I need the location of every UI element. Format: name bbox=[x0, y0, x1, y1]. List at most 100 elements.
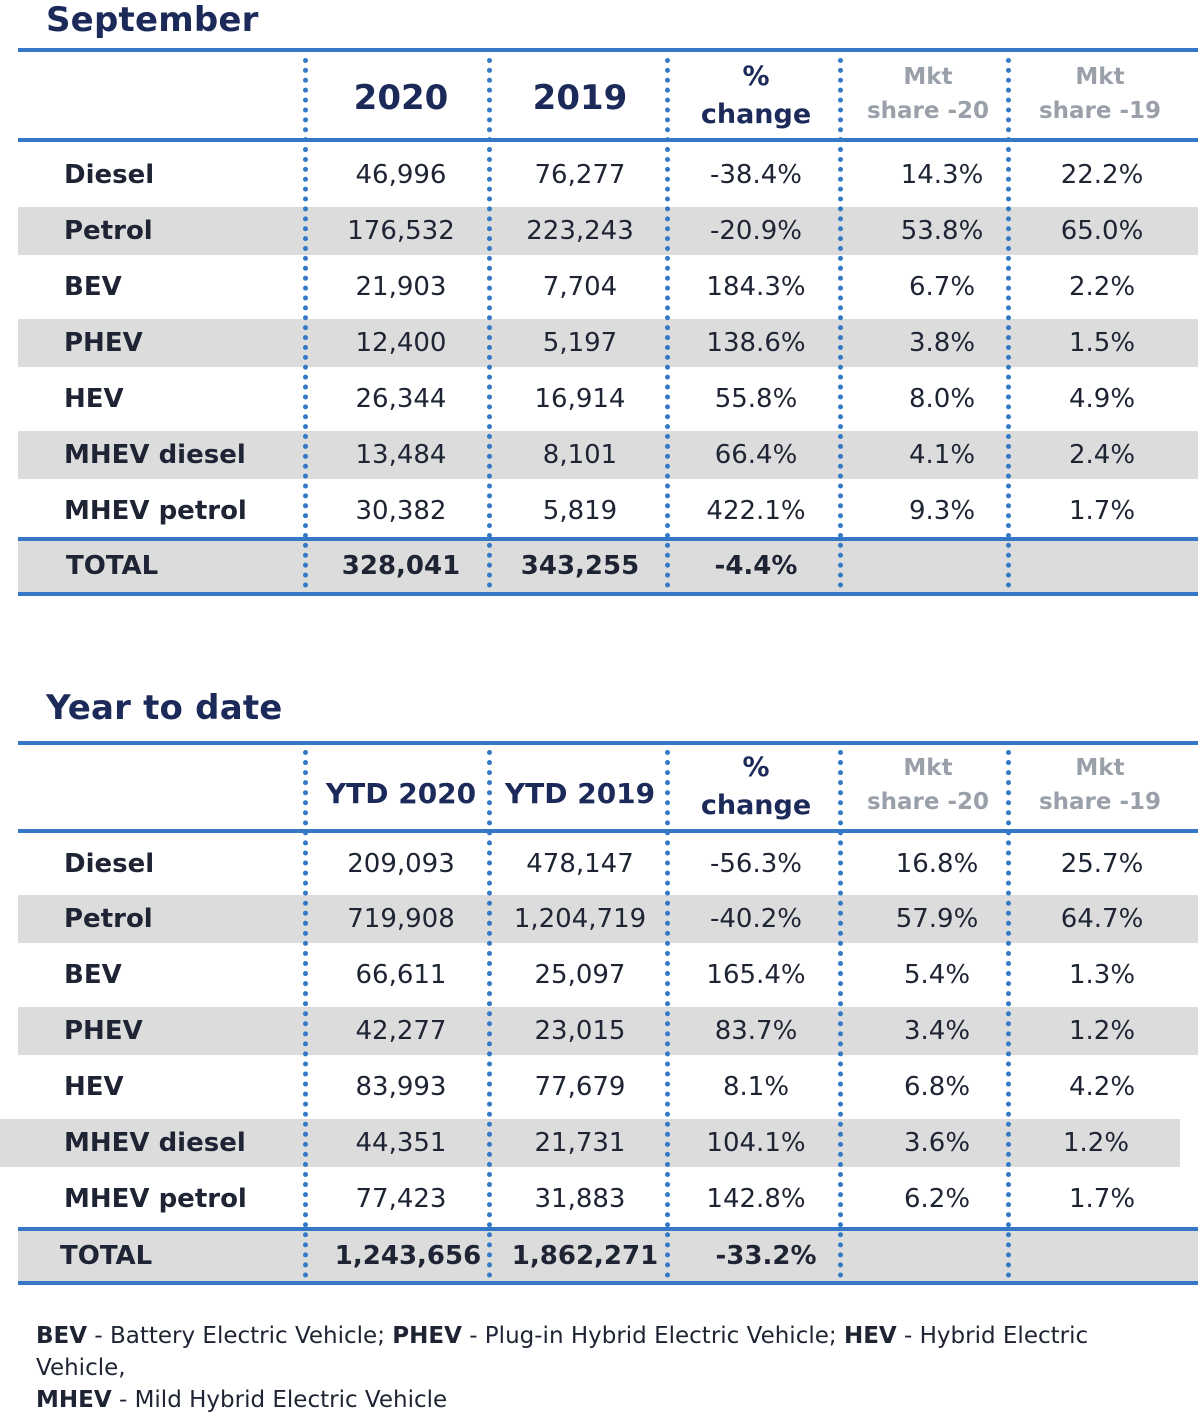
column-divider bbox=[303, 750, 308, 1278]
column-divider bbox=[1006, 58, 1011, 588]
header-year-1: YTD 2020 bbox=[325, 777, 477, 810]
table-row: BEV 66,611 25,097 165.4% 5.4% 1.3% bbox=[18, 951, 1198, 999]
header-pct-line1: % bbox=[742, 752, 770, 783]
def-mhev: - Mild Hybrid Electric Vehicle bbox=[111, 1387, 448, 1413]
header-mkt-share-19: Mkt share -19 bbox=[1012, 751, 1188, 819]
total-label: TOTAL bbox=[60, 1241, 153, 1271]
header-mkt2-line1: Mkt bbox=[1075, 755, 1125, 781]
row-label: MHEV diesel bbox=[64, 1128, 246, 1158]
cell-value-1: 21,903 bbox=[355, 272, 447, 302]
cell-mkt-share-2: 4.2% bbox=[1068, 1072, 1136, 1102]
row-label: HEV bbox=[64, 384, 124, 414]
abbreviations-footnote: BEV - Battery Electric Vehicle; PHEV - P… bbox=[36, 1320, 1176, 1416]
total-pct-change: -4.4% bbox=[714, 551, 798, 581]
september-section: September 2020 2019 % change Mkt share -… bbox=[18, 0, 1198, 600]
column-divider bbox=[1006, 750, 1011, 1278]
header-mkt-share-20: Mkt share -20 bbox=[844, 60, 1012, 128]
cell-value-1: 30,382 bbox=[355, 496, 447, 526]
cell-pct-change: 165.4% bbox=[706, 960, 806, 990]
header-mkt2-line1: Mkt bbox=[1075, 64, 1125, 90]
cell-pct-change: 83.7% bbox=[714, 1016, 798, 1046]
bottom-rule bbox=[18, 1281, 1198, 1285]
total-value-1: 1,243,656 bbox=[334, 1241, 482, 1271]
def-phev: - Plug-in Hybrid Electric Vehicle; bbox=[461, 1323, 844, 1349]
abbr-phev: PHEV bbox=[392, 1323, 462, 1349]
table-row: HEV 26,344 16,914 55.8% 8.0% 4.9% bbox=[18, 375, 1198, 423]
cell-value-2: 25,097 bbox=[534, 960, 626, 990]
table-row: Diesel 46,996 76,277 -38.4% 14.3% 22.2% bbox=[18, 151, 1198, 199]
table-row: Petrol 176,532 223,243 -20.9% 53.8% 65.0… bbox=[18, 207, 1198, 255]
cell-mkt-share-1: 5.4% bbox=[903, 960, 971, 990]
ytd-section: Year to date YTD 2020 YTD 2019 % change … bbox=[0, 688, 1198, 1288]
cell-value-1: 12,400 bbox=[355, 328, 447, 358]
cell-mkt-share-1: 3.4% bbox=[903, 1016, 971, 1046]
cell-mkt-share-1: 6.2% bbox=[903, 1184, 971, 1214]
cell-pct-change: 422.1% bbox=[706, 496, 806, 526]
table-row: MHEV petrol 30,382 5,819 422.1% 9.3% 1.7… bbox=[18, 487, 1198, 535]
top-rule bbox=[18, 741, 1198, 745]
cell-pct-change: 8.1% bbox=[722, 1072, 790, 1102]
cell-pct-change: 184.3% bbox=[706, 272, 806, 302]
row-label: PHEV bbox=[64, 328, 143, 358]
table-header: YTD 2020 YTD 2019 % change Mkt share -20… bbox=[18, 745, 1198, 829]
header-pct-line2: change bbox=[700, 99, 812, 130]
table-row: Petrol 719,908 1,204,719 -40.2% 57.9% 64… bbox=[18, 895, 1198, 943]
header-mkt-share-19: Mkt share -19 bbox=[1012, 60, 1188, 128]
cell-value-2: 1,204,719 bbox=[513, 904, 647, 934]
row-label: BEV bbox=[64, 272, 122, 302]
cell-mkt-share-1: 3.6% bbox=[903, 1128, 971, 1158]
total-pct-change: -33.2% bbox=[715, 1241, 817, 1271]
row-label: MHEV petrol bbox=[64, 496, 247, 526]
column-divider bbox=[665, 58, 670, 588]
row-label: BEV bbox=[64, 960, 122, 990]
column-divider bbox=[487, 750, 492, 1278]
header-mkt1-line1: Mkt bbox=[903, 755, 953, 781]
cell-value-2: 16,914 bbox=[534, 384, 626, 414]
row-label: Petrol bbox=[64, 216, 153, 246]
section-title: September bbox=[46, 0, 259, 40]
cell-value-1: 719,908 bbox=[347, 904, 455, 934]
cell-mkt-share-2: 1.2% bbox=[1062, 1128, 1130, 1158]
table-row: HEV 83,993 77,679 8.1% 6.8% 4.2% bbox=[18, 1063, 1198, 1111]
header-year-2: YTD 2019 bbox=[504, 777, 656, 810]
row-label: MHEV diesel bbox=[64, 440, 246, 470]
total-value-1: 328,041 bbox=[341, 551, 461, 581]
cell-mkt-share-2: 1.7% bbox=[1068, 496, 1136, 526]
cell-mkt-share-2: 1.5% bbox=[1068, 328, 1136, 358]
total-value-2: 343,255 bbox=[520, 551, 640, 581]
header-year-2: 2019 bbox=[532, 78, 628, 118]
section-title: Year to date bbox=[46, 688, 283, 728]
column-divider bbox=[838, 58, 843, 588]
cell-value-2: 5,819 bbox=[542, 496, 618, 526]
cell-pct-change: -56.3% bbox=[710, 849, 802, 879]
cell-value-1: 176,532 bbox=[347, 216, 455, 246]
top-rule bbox=[18, 48, 1198, 52]
cell-mkt-share-2: 1.3% bbox=[1068, 960, 1136, 990]
table-row: PHEV 12,400 5,197 138.6% 3.8% 1.5% bbox=[18, 319, 1198, 367]
cell-mkt-share-1: 57.9% bbox=[895, 904, 979, 934]
cell-mkt-share-2: 65.0% bbox=[1060, 216, 1144, 246]
cell-mkt-share-2: 1.2% bbox=[1068, 1016, 1136, 1046]
cell-mkt-share-1: 8.0% bbox=[908, 384, 976, 414]
cell-mkt-share-1: 4.1% bbox=[908, 440, 976, 470]
row-label: Diesel bbox=[64, 160, 155, 190]
row-label: HEV bbox=[64, 1072, 124, 1102]
total-value-2: 1,862,271 bbox=[511, 1241, 659, 1271]
cell-mkt-share-2: 64.7% bbox=[1060, 904, 1144, 934]
header-pct-line1: % bbox=[742, 61, 770, 92]
cell-mkt-share-1: 6.8% bbox=[903, 1072, 971, 1102]
cell-mkt-share-1: 3.8% bbox=[908, 328, 976, 358]
cell-pct-change: 104.1% bbox=[706, 1128, 806, 1158]
header-pct-change: % change bbox=[668, 749, 844, 825]
column-divider bbox=[838, 750, 843, 1278]
cell-mkt-share-2: 2.2% bbox=[1068, 272, 1136, 302]
abbr-bev: BEV bbox=[36, 1323, 88, 1349]
header-mkt2-line2: share -19 bbox=[1038, 98, 1162, 124]
row-label: MHEV petrol bbox=[64, 1184, 247, 1214]
column-divider bbox=[303, 58, 308, 588]
def-bev: - Battery Electric Vehicle; bbox=[87, 1323, 393, 1349]
cell-mkt-share-2: 4.9% bbox=[1068, 384, 1136, 414]
cell-mkt-share-1: 14.3% bbox=[900, 160, 984, 190]
row-label: Diesel bbox=[64, 849, 155, 879]
table-row: MHEV petrol 77,423 31,883 142.8% 6.2% 1.… bbox=[18, 1175, 1198, 1223]
